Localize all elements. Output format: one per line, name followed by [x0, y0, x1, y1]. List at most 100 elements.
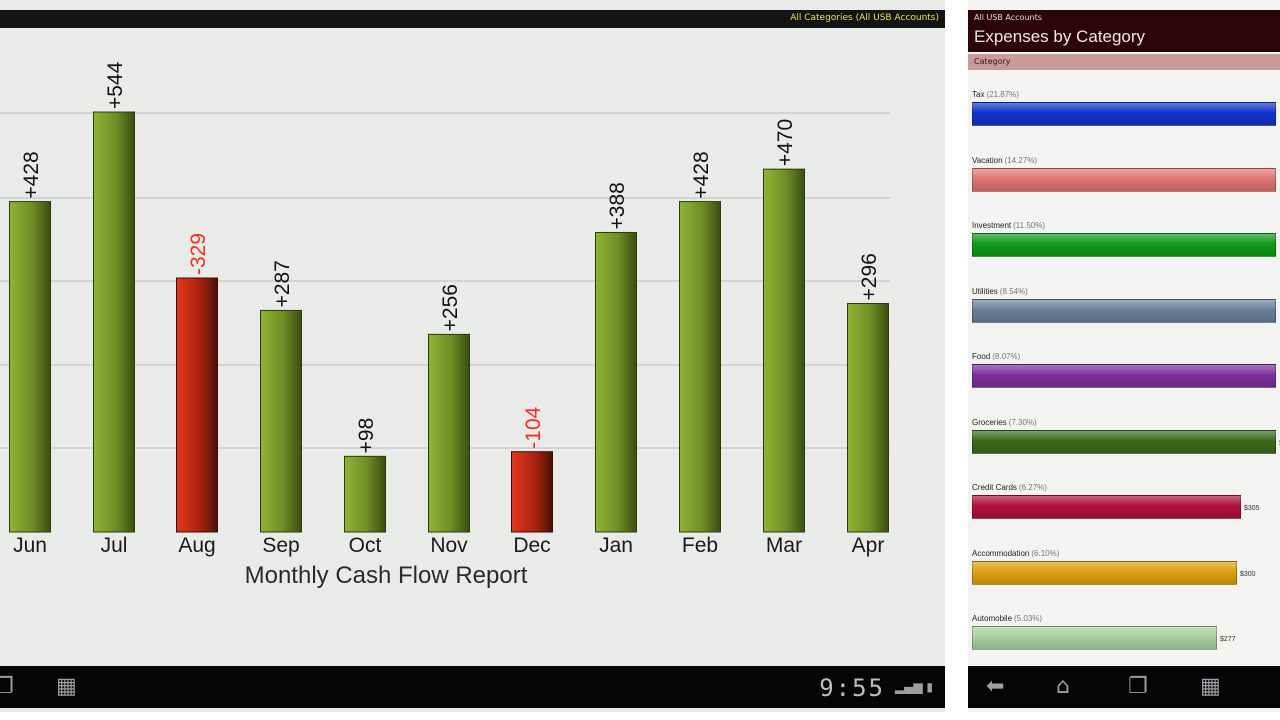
bar-oct[interactable]: [344, 455, 386, 533]
category-name: Food: [972, 352, 991, 361]
category-percent: (14.27%): [1004, 155, 1038, 165]
expenses-title: Expenses by Category: [974, 27, 1146, 46]
bar-apr[interactable]: [847, 302, 889, 533]
system-navbar-left: ❐ ▦ 9:55 ▂▄▆ ▮: [0, 666, 945, 708]
category-label: Credit Cards (6.27%): [972, 483, 1047, 492]
value-label-jan: +388: [606, 182, 629, 229]
category-row[interactable]: Automobile (5.03%) $277: [968, 614, 1280, 676]
tick-label-feb: Feb: [682, 534, 718, 557]
recent-apps-icon[interactable]: ❐: [1128, 674, 1148, 699]
tick-label-aug: Aug: [178, 534, 215, 557]
value-label-apr: +296: [858, 253, 881, 300]
category-row[interactable]: Vacation (14.27%): [968, 156, 1280, 218]
bar-feb[interactable]: [679, 201, 721, 533]
tick-label-dec: Dec: [513, 534, 550, 557]
value-label-oct: +98: [355, 418, 378, 454]
category-bar: [972, 102, 1276, 126]
value-label-jul: +544: [104, 61, 127, 109]
category-bar: [972, 298, 1276, 323]
category-percent: (6.10%): [1031, 548, 1060, 558]
home-icon[interactable]: ⌂: [1056, 674, 1070, 699]
category-row[interactable]: Groceries(7.30%)$6: [968, 418, 1280, 480]
category-label: Accommodation (6.10%): [972, 549, 1059, 558]
category-percent: (8.54%): [999, 286, 1028, 296]
category-row[interactable]: Investment (11.50%): [968, 221, 1280, 283]
tick-label-apr: Apr: [852, 534, 885, 557]
bar-jun[interactable]: [9, 201, 51, 533]
bar-jan[interactable]: [595, 231, 637, 533]
system-navbar-right: ⬅ ⌂ ❐ ▦: [968, 666, 1280, 708]
back-icon[interactable]: ⬅: [986, 674, 1005, 699]
category-column-header: Category: [968, 54, 1280, 70]
category-bar: [972, 495, 1241, 519]
category-row[interactable]: Credit Cards (6.27%) $305: [968, 483, 1280, 545]
category-amount: $300: [1240, 570, 1256, 578]
category-bar: [972, 626, 1217, 650]
signal-icon: ▂▄▆: [894, 680, 923, 694]
right-screen: All USB Accounts Expenses by Category Ca…: [968, 0, 1280, 712]
category-name: Groceries: [972, 417, 1007, 427]
category-percent: (6.27%): [1018, 483, 1047, 492]
value-label-sep: +287: [271, 260, 294, 307]
bar-mar[interactable]: [763, 168, 805, 533]
account-subtitle: All USB Accounts: [974, 13, 1042, 22]
category-label: Tax (21.87%): [972, 90, 1019, 99]
category-label: Utilities (8.54%): [972, 287, 1028, 296]
left-screen: All Categories (All USB Accounts) +428 +5…: [0, 0, 945, 712]
value-label-dec: -104: [522, 406, 545, 448]
bar-jul[interactable]: [93, 111, 135, 533]
value-label-aug: -329: [187, 233, 210, 275]
value-label-mar: +470: [774, 119, 797, 166]
category-label: Vacation (14.27%): [972, 156, 1037, 165]
tick-label-jan: Jan: [599, 534, 633, 557]
category-percent: (21.87%): [986, 90, 1019, 99]
grid-icon[interactable]: ▦: [1200, 674, 1221, 699]
category-row[interactable]: Food (8.07%): [968, 352, 1280, 414]
left-header-bar: All Categories (All USB Accounts): [0, 10, 945, 28]
category-label: Groceries (7.30%): [972, 418, 1037, 427]
tick-label-sep: Sep: [262, 534, 299, 557]
category-name: Credit Cards: [972, 483, 1017, 492]
category-name: Investment: [972, 221, 1012, 230]
grid-icon[interactable]: ▦: [56, 674, 77, 699]
category-row[interactable]: Utilities (8.54%): [968, 287, 1280, 349]
category-label: Investment (11.50%): [972, 221, 1045, 230]
category-bar: [972, 167, 1276, 192]
category-label: Food (8.07%): [972, 352, 1020, 361]
battery-icon: ▮: [926, 680, 933, 694]
bar-dec[interactable]: [511, 451, 553, 533]
category-name: Automobile: [972, 614, 1013, 623]
category-bar: [972, 364, 1276, 388]
category-label: Automobile (5.03%): [972, 614, 1042, 623]
tick-label-nov: Nov: [430, 534, 468, 557]
category-bar: [972, 233, 1276, 257]
tick-label-oct: Oct: [349, 534, 382, 557]
bar-nov[interactable]: [428, 333, 470, 533]
bar-sep[interactable]: [260, 309, 302, 533]
tick-label-mar: Mar: [766, 534, 802, 557]
clock: 9:55: [819, 674, 885, 702]
recent-apps-icon[interactable]: ❐: [0, 674, 14, 699]
category-percent: (11.50%): [1013, 221, 1046, 230]
category-name: Vacation: [972, 155, 1003, 165]
category-row[interactable]: Tax (21.87%): [968, 90, 1280, 152]
tick-label-jul: Jul: [101, 534, 128, 557]
value-label-feb: +428: [690, 151, 713, 198]
right-header-bar: All USB Accounts Expenses by Category: [968, 10, 1280, 52]
category-row[interactable]: Accommodation (6.10%) $300: [968, 549, 1280, 611]
category-amount: $277: [1220, 636, 1236, 643]
category-bar: [972, 560, 1237, 585]
chart-title: Monthly Cash Flow Report: [245, 562, 528, 589]
account-filter-label[interactable]: All Categories (All USB Accounts): [790, 13, 939, 23]
value-label-jun: +428: [20, 151, 43, 198]
bar-aug[interactable]: [176, 277, 218, 533]
status-icons: ▂▄▆ ▮: [895, 680, 933, 694]
category-percent: (7.30%): [1008, 417, 1037, 427]
category-name: Utilities: [972, 286, 998, 296]
category-bar: [972, 429, 1276, 454]
tick-label-jun: Jun: [13, 534, 47, 557]
value-label-nov: +256: [439, 284, 462, 331]
category-column-label: Category: [974, 57, 1011, 66]
category-percent: (8.07%): [992, 352, 1021, 361]
category-amount: $305: [1244, 505, 1260, 512]
